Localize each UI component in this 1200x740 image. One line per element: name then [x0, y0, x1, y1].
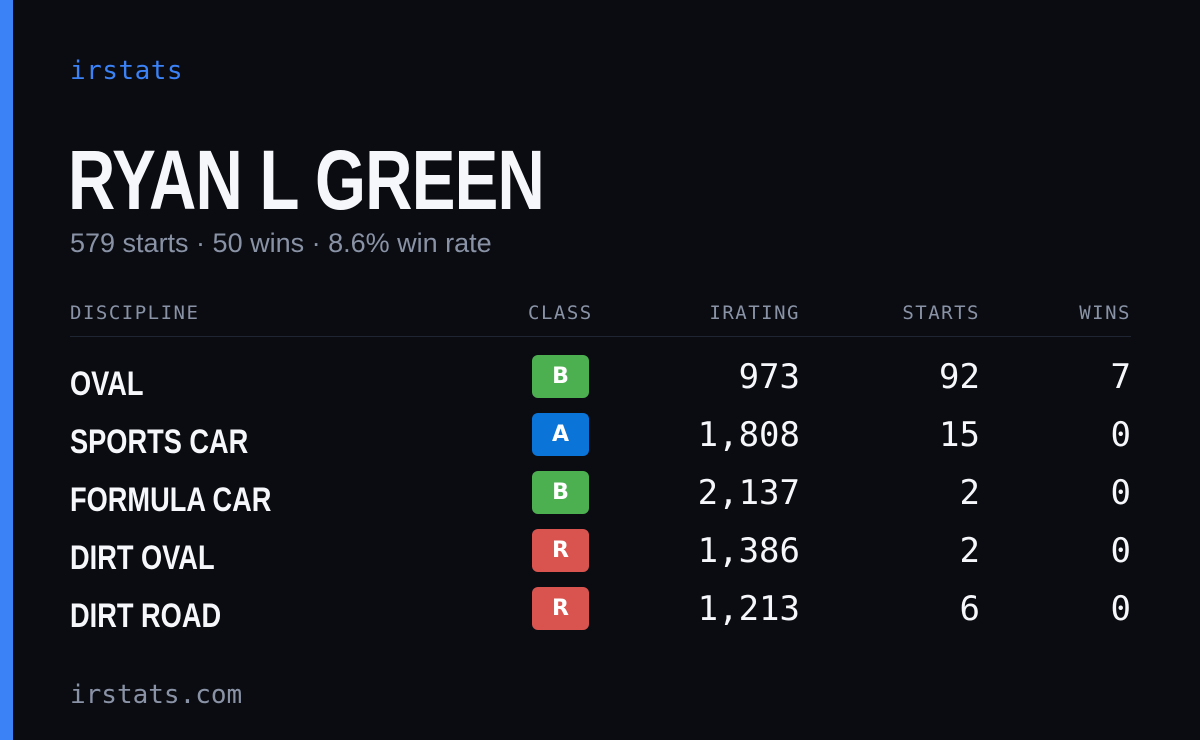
- class-badge: R: [532, 529, 589, 572]
- table-row: FORMULA CAR B 2,137 2 0: [70, 471, 1131, 529]
- irating-value: 973: [738, 357, 800, 397]
- footer-url: irstats.com: [70, 680, 243, 710]
- class-badge: R: [532, 587, 589, 630]
- header-irating: IRATING: [709, 302, 800, 324]
- table-row: DIRT OVAL R 1,386 2 0: [70, 529, 1131, 587]
- starts-value: 6: [959, 589, 980, 629]
- table-row: SPORTS CAR A 1,808 15 0: [70, 413, 1131, 471]
- wins-value: 0: [1110, 415, 1131, 455]
- class-badge: A: [532, 413, 589, 456]
- irating-value: 1,213: [697, 589, 800, 629]
- wins-value: 0: [1110, 473, 1131, 513]
- wins-value: 0: [1110, 531, 1131, 571]
- discipline-name: OVAL: [70, 365, 144, 403]
- discipline-name: DIRT ROAD: [70, 597, 222, 635]
- irating-value: 1,386: [697, 531, 800, 571]
- brand-logo: irstats: [70, 56, 184, 86]
- starts-value: 2: [959, 531, 980, 571]
- discipline-name: SPORTS CAR: [70, 423, 249, 461]
- accent-bar: [0, 0, 13, 740]
- header-wins: WINS: [1079, 302, 1131, 324]
- class-badge: B: [532, 471, 589, 514]
- starts-value: 92: [939, 357, 980, 397]
- irating-value: 1,808: [697, 415, 800, 455]
- table-row: OVAL B 973 92 7: [70, 355, 1131, 413]
- wins-value: 7: [1110, 357, 1131, 397]
- header-discipline: DISCIPLINE: [70, 302, 200, 324]
- driver-name: RYAN L GREEN: [68, 133, 545, 227]
- stats-table: DISCIPLINE CLASS IRATING STARTS WINS OVA…: [70, 296, 1131, 645]
- starts-value: 2: [959, 473, 980, 513]
- header-starts: STARTS: [902, 302, 980, 324]
- discipline-name: DIRT OVAL: [70, 539, 215, 577]
- wins-value: 0: [1110, 589, 1131, 629]
- table-row: DIRT ROAD R 1,213 6 0: [70, 587, 1131, 645]
- irating-value: 2,137: [697, 473, 800, 513]
- driver-summary: 579 starts · 50 wins · 8.6% win rate: [70, 228, 492, 258]
- starts-value: 15: [939, 415, 980, 455]
- header-class: CLASS: [528, 302, 593, 324]
- table-body: OVAL B 973 92 7 SPORTS CAR A 1,808 15 0 …: [70, 355, 1131, 645]
- discipline-name: FORMULA CAR: [70, 481, 272, 519]
- table-header: DISCIPLINE CLASS IRATING STARTS WINS: [70, 296, 1131, 337]
- class-badge: B: [532, 355, 589, 398]
